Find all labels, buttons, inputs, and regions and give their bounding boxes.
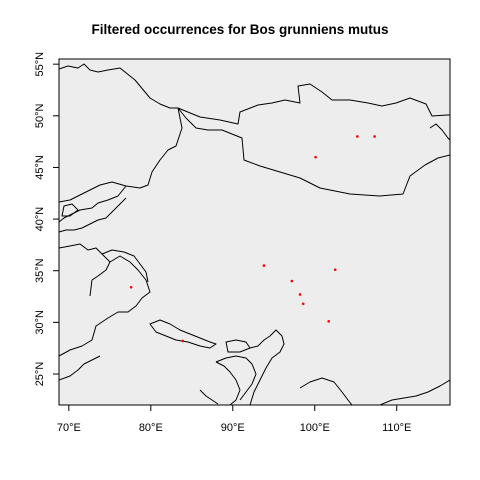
- border-kashmir: [101, 249, 149, 283]
- x-tick-label: 80°E: [139, 422, 163, 434]
- border-myanmar: [249, 329, 285, 405]
- border-kazakhstan-china: [59, 107, 183, 203]
- x-tick-label: 90°E: [221, 422, 245, 434]
- occurrence-point: [327, 320, 330, 323]
- occurrence-point: [333, 268, 337, 271]
- occurrence-point: [262, 264, 266, 267]
- border-vietnam: [379, 379, 450, 405]
- plot-frame: [58, 58, 451, 406]
- occurrence-point: [314, 155, 317, 159]
- y-tick-label: 30°N: [34, 310, 46, 335]
- occurrence-point: [301, 302, 305, 306]
- y-tick-label: 35°N: [34, 258, 46, 283]
- occurrence-point: [298, 293, 302, 296]
- occurrence-point: [373, 135, 376, 138]
- x-tick-label: 110°E: [382, 422, 411, 434]
- border-laos: [299, 377, 353, 405]
- y-tick-label: 40°N: [34, 207, 46, 232]
- border-pakistan-india: [59, 255, 151, 357]
- occurrence-point: [181, 339, 185, 343]
- border-northeast-india: [215, 355, 257, 401]
- border-mongolia: [177, 83, 450, 197]
- occurrence-points: [129, 135, 376, 343]
- occurrence-point: [129, 285, 133, 289]
- x-axis: 70°E 80°E 90°E 100°E 110°E: [57, 405, 411, 434]
- border-bangladesh: [215, 361, 241, 405]
- border-russia-kazakhstan: [59, 63, 178, 109]
- border-coast-bay: [199, 389, 219, 405]
- plot-panel: [59, 59, 450, 405]
- border-tajikistan: [59, 197, 127, 233]
- y-tick-label: 25°N: [34, 362, 46, 387]
- map-title: Filtered occurrences for Bos grunniens m…: [91, 22, 389, 37]
- y-tick-label: 50°N: [34, 103, 46, 128]
- border-nepal: [149, 319, 217, 349]
- country-borders: [59, 63, 450, 405]
- y-axis: 25°N 30°N 35°N 40°N 45°N 50°N 55°N: [34, 52, 59, 386]
- border-coast-india: [59, 355, 101, 381]
- occurrence-point: [290, 279, 294, 283]
- y-tick-label: 55°N: [34, 52, 46, 77]
- border-east-coast: [429, 123, 450, 141]
- y-tick-label: 45°N: [34, 155, 46, 180]
- border-kyrgyzstan: [59, 185, 127, 223]
- x-tick-label: 70°E: [57, 422, 81, 434]
- x-tick-label: 100°E: [300, 422, 330, 434]
- border-fergana: [61, 203, 79, 217]
- occurrence-point: [356, 135, 359, 138]
